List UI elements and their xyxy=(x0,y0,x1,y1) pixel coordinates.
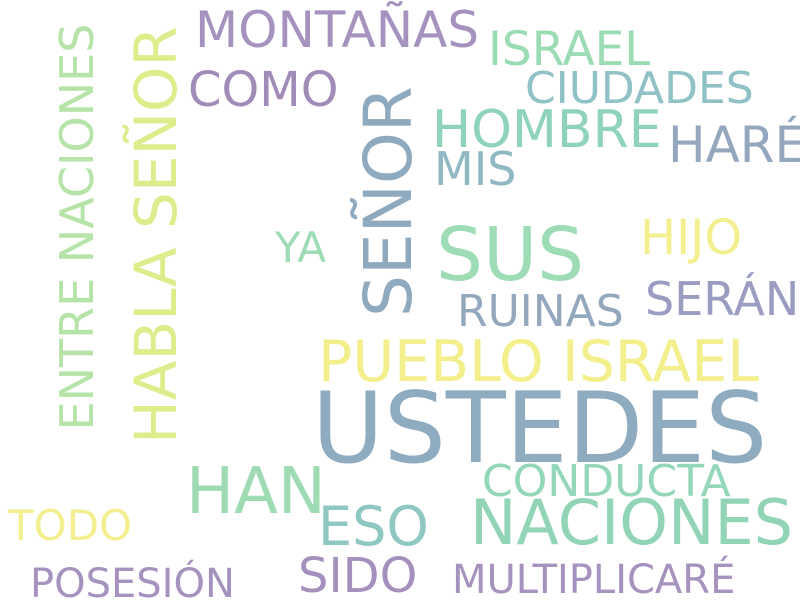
word-posesion: POSESIÓN xyxy=(30,561,235,600)
word-israel: ISRAEL xyxy=(488,22,651,77)
word-han: HAN xyxy=(186,455,326,529)
word-conducta: CONDUCTA xyxy=(482,456,731,507)
word-seran: SERÁN xyxy=(645,272,800,326)
word-hombre: HOMBRE xyxy=(432,100,662,160)
word-todo: TODO xyxy=(8,501,133,550)
word-eso: ESO xyxy=(318,495,429,558)
word-pueblo-israel: PUEBLO ISRAEL xyxy=(318,329,759,395)
word-senor: SEÑOR xyxy=(350,86,427,317)
word-mis: MIS xyxy=(434,142,517,196)
word-sus: SUS xyxy=(436,212,585,298)
word-ya: YA xyxy=(275,223,327,272)
word-como: COMO xyxy=(188,62,339,118)
word-habla-senor: HABLA SEÑOR xyxy=(122,26,190,444)
word-ustedes: USTEDES xyxy=(312,372,768,486)
word-ruinas: RUINAS xyxy=(457,286,624,337)
word-ciudades: CIUDADES xyxy=(525,63,754,114)
word-hijo: HIJO xyxy=(640,210,743,266)
word-naciones: NACIONES xyxy=(470,486,793,559)
word-sido: SIDO xyxy=(298,548,418,600)
word-entre-naciones: ENTRE NACIONES xyxy=(50,23,104,431)
word-montanas: MONTAÑAS xyxy=(195,1,480,59)
word-multiplicare: MULTIPLICARÉ xyxy=(452,557,736,600)
word-hare: HARÉ xyxy=(668,116,800,174)
